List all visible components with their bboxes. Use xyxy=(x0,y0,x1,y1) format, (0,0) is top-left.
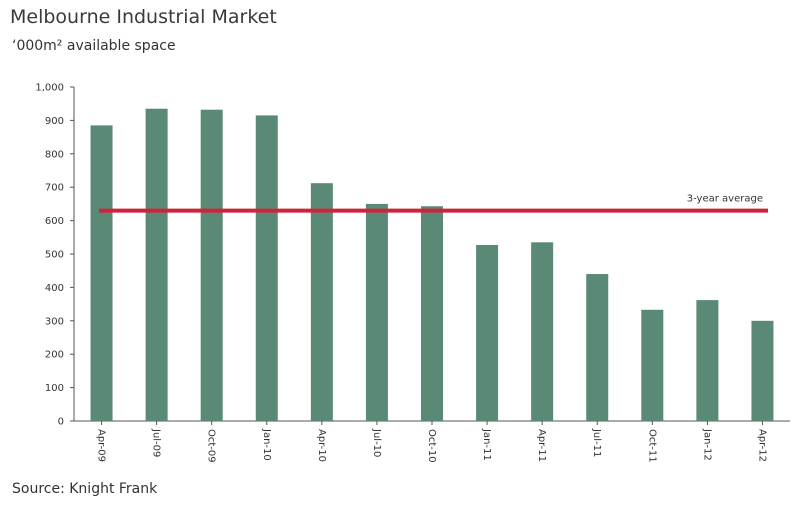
y-tick-label: 700 xyxy=(45,183,64,194)
bar-apr-11 xyxy=(531,242,554,421)
bar-jan-11 xyxy=(476,244,499,421)
bar-jul-11 xyxy=(586,274,609,421)
y-tick-label: 900 xyxy=(45,116,64,127)
x-tick-label: Oct-11 xyxy=(646,429,657,463)
y-tick-label: 500 xyxy=(45,250,64,261)
x-tick-label: Jul-10 xyxy=(371,428,382,457)
x-tick-label: Jan-11 xyxy=(481,428,492,461)
y-tick-label: 1,000 xyxy=(35,83,64,94)
x-tick-label: Apr-09 xyxy=(96,429,107,462)
y-tick-label: 600 xyxy=(45,216,64,227)
y-tick-label: 800 xyxy=(45,149,64,160)
y-tick-label: 200 xyxy=(45,350,64,361)
bar-oct-10 xyxy=(421,206,443,421)
source-note: Source: Knight Frank xyxy=(12,481,158,497)
chart-axes: 0 100 200 300 400 500 600 700 800 900 1,000 xyxy=(35,83,790,428)
bar-oct-11 xyxy=(641,309,664,421)
x-tick-label: Jul-09 xyxy=(151,428,162,457)
y-tick-label: 400 xyxy=(45,283,64,294)
y-tick-label: 300 xyxy=(45,316,64,327)
chart-title: Melbourne Industrial Market xyxy=(10,6,277,28)
bar-jan-10 xyxy=(255,115,278,421)
x-tick-label: Apr-11 xyxy=(536,429,547,462)
x-tick-label: Jan-10 xyxy=(261,428,272,461)
bar-jul-10 xyxy=(365,203,388,421)
x-tick-label: Apr-12 xyxy=(756,429,767,462)
y-tick-label: 100 xyxy=(45,383,64,394)
chart-subtitle: ‘000m² available space xyxy=(12,38,176,54)
y-tick-label: 0 xyxy=(58,417,64,428)
bar-apr-12 xyxy=(751,320,774,421)
x-tick-label: Oct-10 xyxy=(426,429,437,463)
x-tick-label: Apr-10 xyxy=(316,429,327,462)
chart-bars xyxy=(90,108,774,422)
reference-line-label: 3-year average xyxy=(687,194,763,205)
bar-jan-12 xyxy=(696,300,719,421)
x-tick-labels: Apr-09 Jul-09 Oct-09 Jan-10 Apr-10 Jul-10 Oct-… xyxy=(96,421,767,463)
x-tick-label: Jan-12 xyxy=(701,428,712,461)
bar-apr-10 xyxy=(310,183,333,421)
reference-line-group: 3-year average xyxy=(99,194,768,213)
bar-apr-09 xyxy=(90,125,113,421)
bar-jul-09 xyxy=(145,108,168,422)
x-tick-label: Oct-09 xyxy=(206,429,217,463)
bar-oct-09 xyxy=(200,109,223,421)
x-tick-label: Jul-11 xyxy=(591,428,602,457)
